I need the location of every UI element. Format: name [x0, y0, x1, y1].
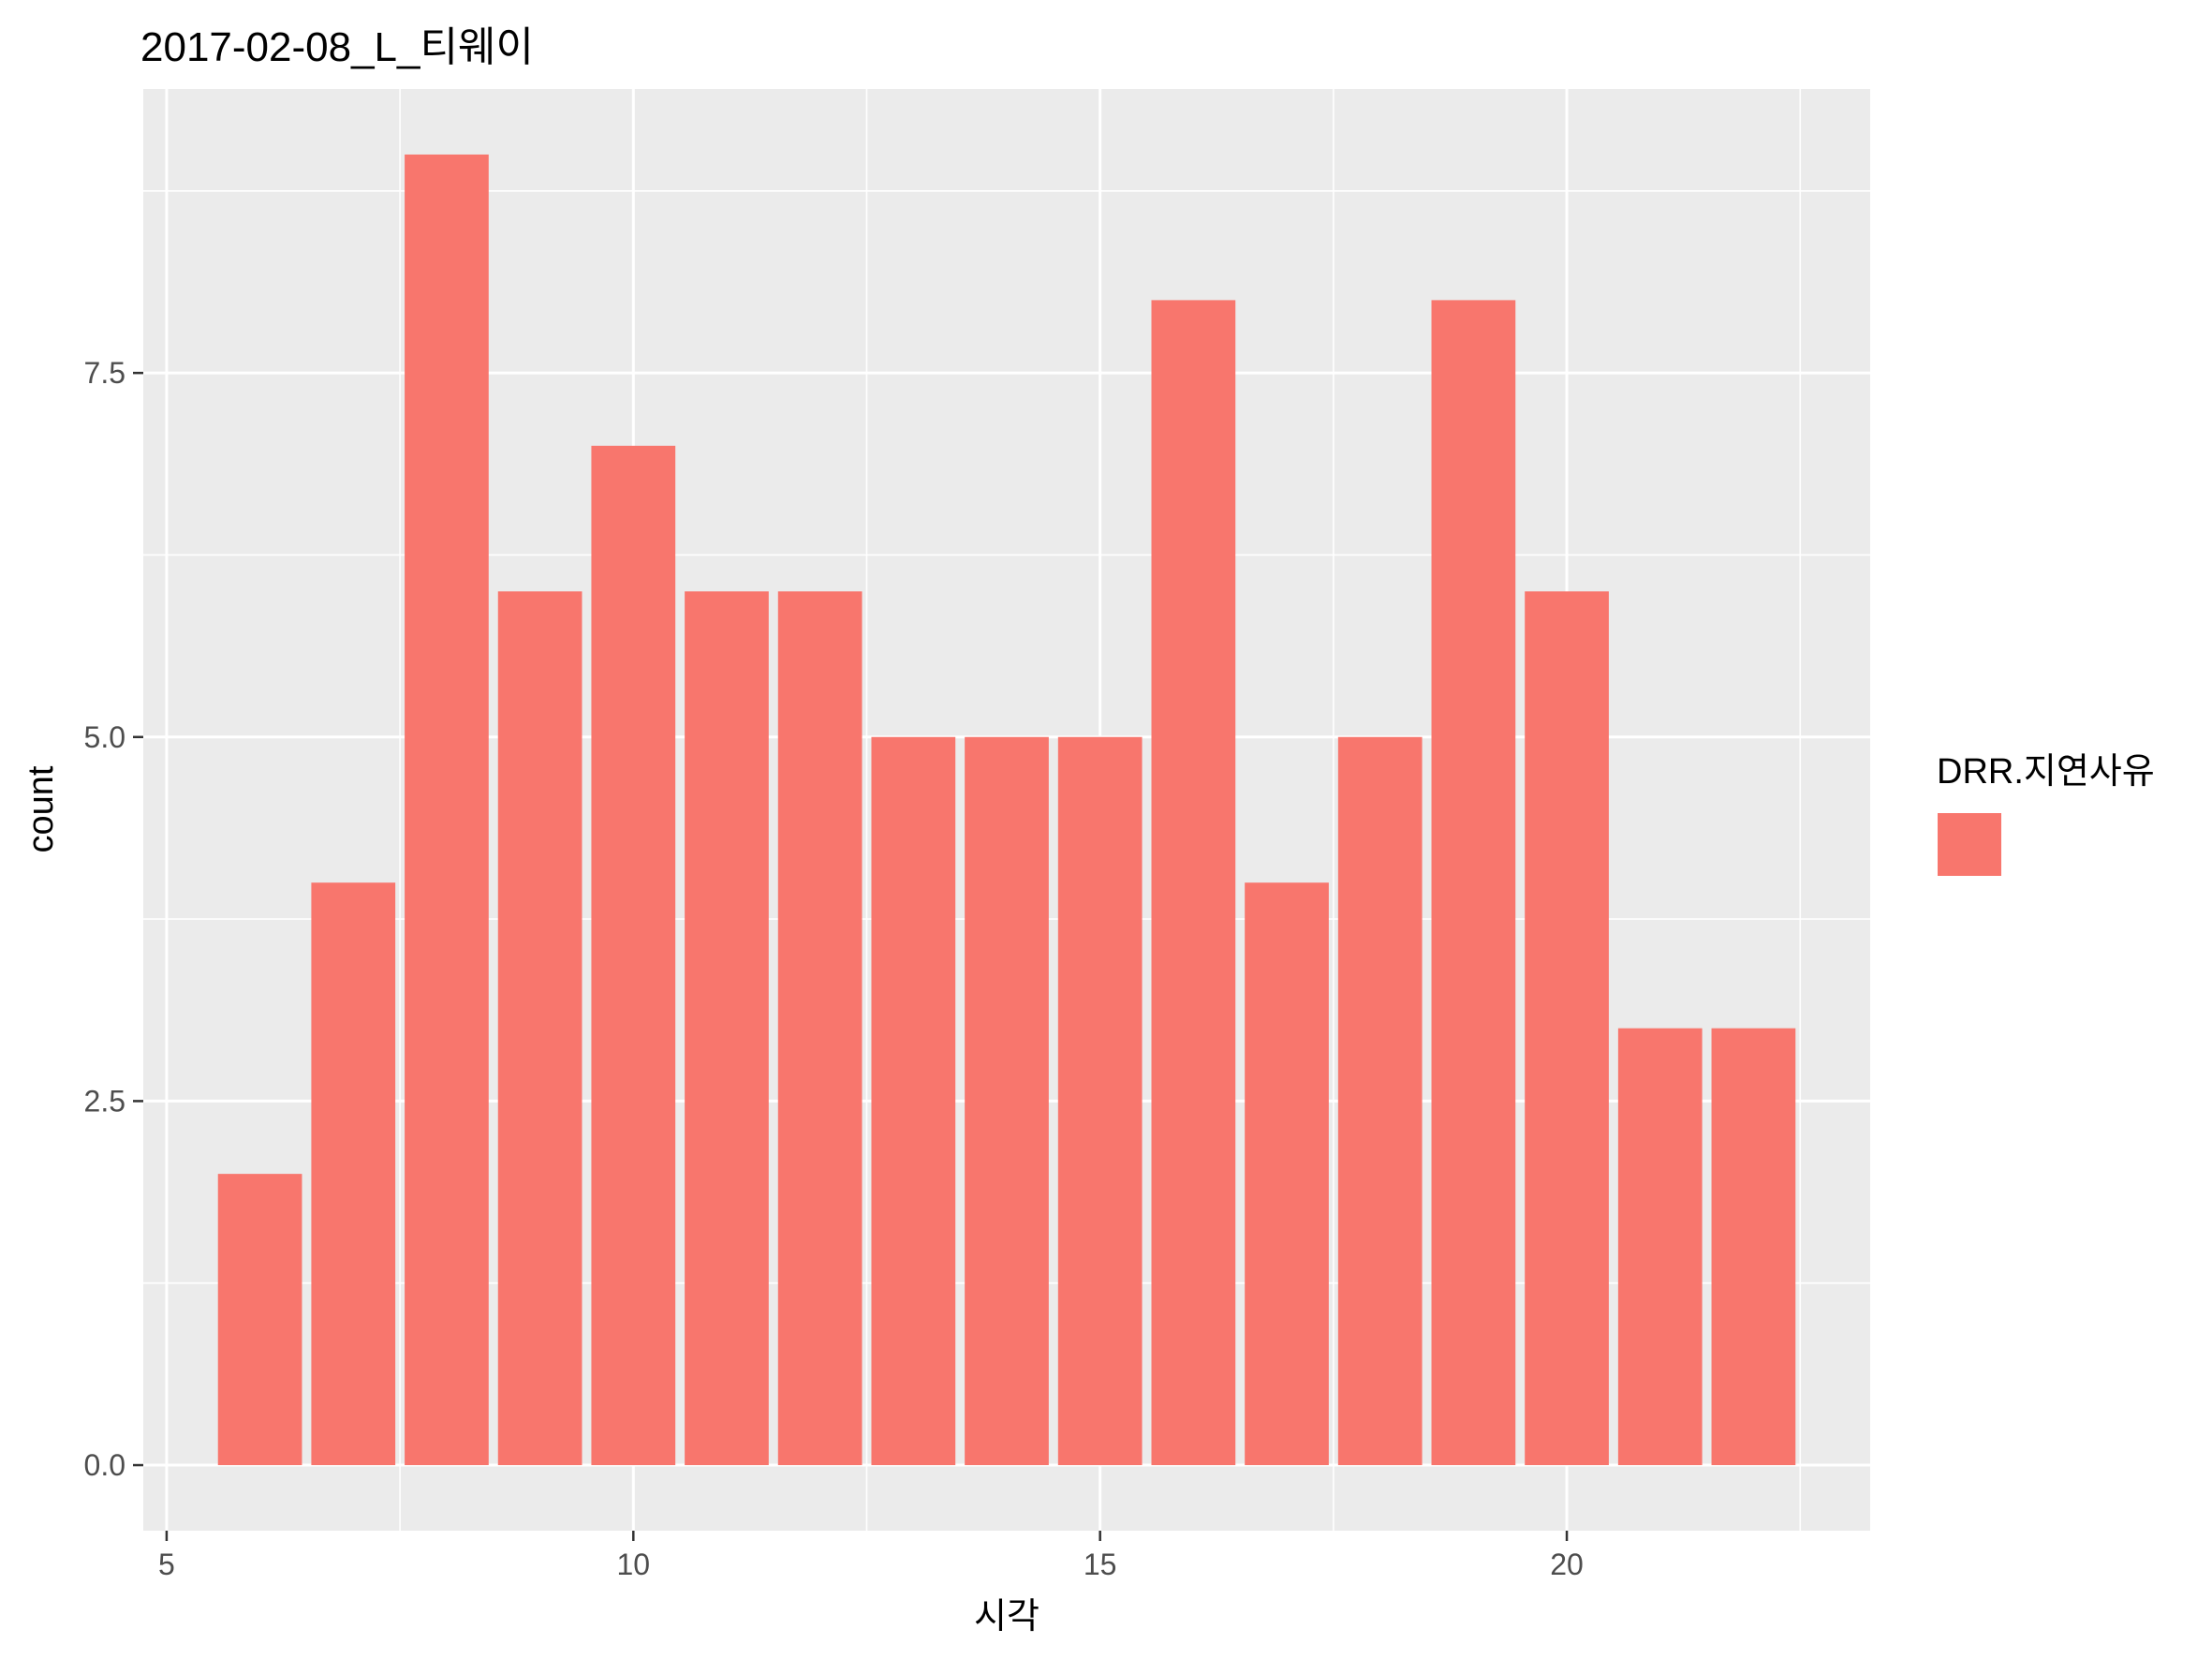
bar [1337, 736, 1423, 1466]
bar [217, 1174, 302, 1466]
bar [1711, 1028, 1796, 1466]
x-tick-label: 5 [158, 1548, 175, 1581]
bars [217, 154, 1796, 1466]
bar [497, 591, 582, 1466]
bar [1245, 882, 1329, 1466]
legend: DRR.지연사유 [1937, 752, 2155, 876]
bar [1525, 591, 1609, 1466]
x-tick-label: 20 [1550, 1548, 1584, 1581]
bar [777, 591, 863, 1466]
bar [1057, 736, 1143, 1466]
bar [1431, 300, 1516, 1466]
bar [871, 736, 956, 1466]
y-tick-label: 5.0 [84, 720, 125, 754]
bar [591, 445, 676, 1466]
bar [405, 154, 489, 1466]
legend-title: DRR.지연사유 [1937, 752, 2155, 792]
bar [965, 736, 1049, 1466]
y-axis-title: count [22, 765, 61, 852]
bar [685, 591, 769, 1466]
x-axis-title: 시각 [974, 1597, 1040, 1637]
y-tick-label: 2.5 [84, 1084, 125, 1118]
x-tick-label: 10 [617, 1548, 651, 1581]
x-tick-label: 15 [1084, 1548, 1117, 1581]
x-axis: 5 10 15 20 [158, 1531, 1584, 1581]
y-tick-label: 7.5 [84, 356, 125, 390]
legend-key [1938, 813, 2001, 876]
y-tick-label: 0.0 [84, 1448, 125, 1482]
bar [311, 882, 396, 1466]
bar [1151, 300, 1236, 1466]
chart-title: 2017-02-08_L_티웨이 [140, 24, 534, 70]
bar [1617, 1028, 1703, 1466]
y-axis: 0.0 2.5 5.0 7.5 [84, 356, 143, 1482]
